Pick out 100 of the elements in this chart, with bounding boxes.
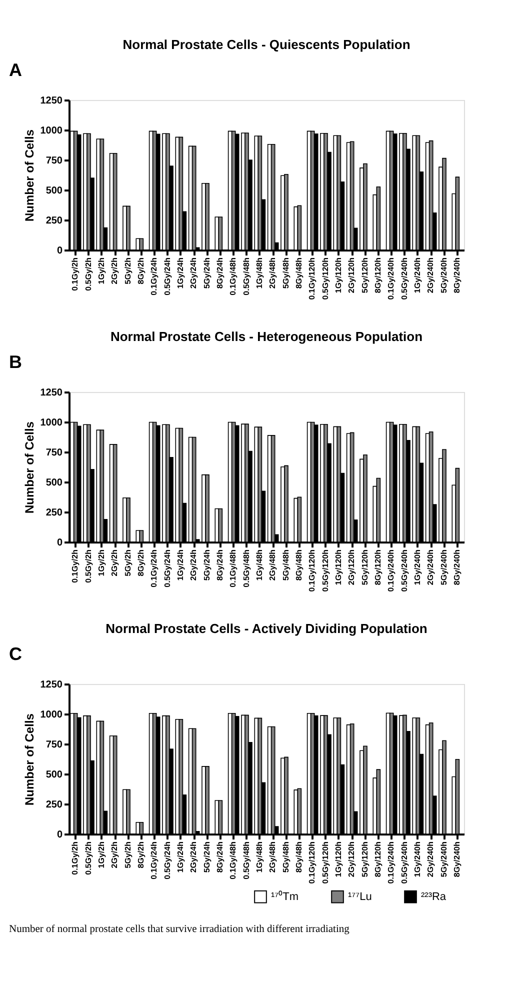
text: B bbox=[9, 352, 22, 372]
chart-title: Normal Prostate Cells - Heterogeneous Population bbox=[110, 329, 423, 344]
x-tick-label: 1Gy/240h bbox=[412, 257, 422, 294]
x-tick-label: 5Gy/48h bbox=[281, 841, 290, 873]
x-tick-label: 8Gy/48h bbox=[294, 549, 304, 581]
x-tick-label: 1Gy/24h bbox=[176, 841, 185, 873]
x-tick-label: 8Gy/48h bbox=[294, 257, 304, 289]
x-tick-label: 8Gy/120h bbox=[373, 257, 382, 294]
y-tick-label: 0 bbox=[56, 538, 63, 548]
x-tick-label: 1Gy/240h bbox=[412, 549, 422, 586]
x-tick-label: 5Gy/240h bbox=[439, 257, 448, 294]
x-tick-label: 2Gy/2h bbox=[110, 257, 120, 284]
x-tick-label: 2Gy/48h bbox=[268, 257, 278, 289]
x-tick-label: 1Gy/48h bbox=[254, 549, 264, 581]
x-tick-label: 0.1Gy/240h bbox=[386, 257, 396, 300]
x-tick-label: 1Gy/24h bbox=[176, 549, 185, 581]
x-tick-label: 5Gy/240h bbox=[439, 841, 448, 878]
x-tick-label: 8Gy/2h bbox=[136, 257, 146, 284]
x-tick-label: 0.5Gy/48h bbox=[242, 257, 251, 296]
x-tick-label: 1Gy/2h bbox=[96, 257, 106, 284]
x-tick-label: 0.5Gy/24h bbox=[162, 549, 172, 588]
x-tick-label: 1Gy/2h bbox=[96, 841, 106, 868]
chart-title: Normal Prostate Cells - Quiescents Population bbox=[122, 37, 410, 52]
x-tick-label: 5Gy/120h bbox=[360, 841, 370, 878]
y-tick-label: 250 bbox=[46, 508, 63, 518]
y-tick-label: 1000 bbox=[40, 418, 63, 428]
y-tick-label: 1250 bbox=[40, 96, 63, 106]
x-tick-label: 0.1Gy/240h bbox=[386, 549, 396, 592]
x-tick-label: 1Gy/48h bbox=[254, 841, 264, 873]
x-tick-label: 2Gy/240h bbox=[426, 841, 436, 878]
x-tick-label: 0.5Gy/120h bbox=[320, 549, 330, 592]
y-tick-label: 1000 bbox=[40, 126, 63, 136]
x-tick-label: 1Gy/120h bbox=[334, 841, 343, 878]
x-tick-label: 2Gy/48h bbox=[268, 549, 278, 581]
legend-label: ¹⁷⁰Tm bbox=[271, 890, 299, 903]
y-tick-label: 500 bbox=[46, 770, 63, 780]
x-tick-label: 0.1Gy/48h bbox=[228, 257, 238, 296]
text: A bbox=[9, 60, 22, 80]
x-tick-label: 5Gy/2h bbox=[123, 549, 132, 576]
x-tick-label: 8Gy/240h bbox=[452, 257, 462, 294]
x-tick-label: 0.5Gy/24h bbox=[162, 257, 172, 296]
x-tick-label: 5Gy/120h bbox=[360, 549, 370, 586]
x-tick-label: 5Gy/24h bbox=[202, 549, 212, 581]
x-tick-label: 0.1Gy/120h bbox=[308, 549, 317, 592]
x-tick-label: 5Gy/48h bbox=[281, 257, 290, 289]
x-tick-label: 0.1Gy/24h bbox=[150, 549, 159, 588]
x-tick-label: 8Gy/240h bbox=[452, 549, 462, 586]
x-tick-label: 0.5Gy/24h bbox=[162, 841, 172, 880]
x-tick-label: 0.5Gy/240h bbox=[400, 549, 409, 592]
x-tick-label: 8Gy/2h bbox=[136, 549, 146, 576]
y-tick-label: 1250 bbox=[40, 388, 63, 398]
x-tick-label: 1Gy/48h bbox=[254, 257, 264, 289]
x-tick-label: 8Gy/24h bbox=[215, 549, 224, 581]
x-tick-label: 2Gy/48h bbox=[268, 841, 278, 873]
x-tick-label: 0.1Gy/120h bbox=[308, 841, 317, 884]
x-tick-label: 0.5Gy/2h bbox=[84, 549, 93, 583]
y-tick-label: 750 bbox=[46, 448, 63, 458]
x-tick-label: 5Gy/2h bbox=[123, 841, 132, 868]
y-tick-label: 0 bbox=[56, 246, 63, 256]
x-tick-label: 2Gy/120h bbox=[347, 549, 356, 586]
legend-label: ¹⁷⁷Lu bbox=[348, 890, 372, 903]
y-axis-title: Number of Cells bbox=[22, 129, 36, 222]
y-tick-label: 0 bbox=[56, 830, 63, 840]
y-tick-label: 750 bbox=[46, 156, 63, 166]
x-tick-label: 0.1Gy/2h bbox=[70, 549, 80, 583]
x-tick-label: 0.5Gy/240h bbox=[400, 841, 409, 884]
x-tick-label: 0.5Gy/2h bbox=[84, 841, 93, 875]
y-tick-label: 500 bbox=[46, 186, 63, 196]
legend-label: ²²³Ra bbox=[421, 890, 447, 903]
x-tick-label: 1Gy/240h bbox=[412, 841, 422, 878]
x-tick-label: 2Gy/2h bbox=[110, 549, 120, 576]
x-tick-label: 0.1Gy/120h bbox=[308, 257, 317, 300]
x-tick-label: 2Gy/240h bbox=[426, 549, 436, 586]
x-tick-label: 8Gy/24h bbox=[215, 257, 224, 289]
x-tick-label: 0.5Gy/120h bbox=[320, 841, 330, 884]
x-tick-label: 1Gy/24h bbox=[176, 257, 185, 289]
x-tick-label: 8Gy/48h bbox=[294, 841, 304, 873]
x-tick-label: 5Gy/2h bbox=[123, 257, 132, 284]
chart-title: Normal Prostate Cells - Actively Dividing Population bbox=[106, 621, 428, 636]
y-tick-label: 750 bbox=[46, 740, 63, 750]
x-tick-label: 2Gy/240h bbox=[426, 257, 436, 294]
x-tick-label: 8Gy/2h bbox=[136, 841, 146, 868]
x-tick-label: 0.1Gy/24h bbox=[150, 257, 159, 296]
x-tick-label: 0.1Gy/2h bbox=[70, 841, 80, 875]
x-tick-label: 1Gy/120h bbox=[334, 257, 343, 294]
x-tick-label: 0.5Gy/48h bbox=[242, 841, 251, 880]
x-tick-label: 8Gy/24h bbox=[215, 841, 224, 873]
x-tick-label: 8Gy/120h bbox=[373, 841, 382, 878]
y-tick-label: 250 bbox=[46, 800, 63, 810]
y-tick-label: 1250 bbox=[40, 680, 63, 690]
x-tick-label: 0.1Gy/240h bbox=[386, 841, 396, 884]
x-tick-label: 5Gy/24h bbox=[202, 841, 212, 873]
x-tick-label: 2Gy/24h bbox=[189, 257, 198, 289]
x-tick-label: 8Gy/120h bbox=[373, 549, 382, 586]
y-tick-label: 500 bbox=[46, 478, 63, 488]
x-tick-label: 5Gy/240h bbox=[439, 549, 448, 586]
y-axis-title: Number of Cells bbox=[22, 713, 36, 806]
x-tick-label: 8Gy/240h bbox=[452, 841, 462, 878]
x-tick-label: 0.5Gy/240h bbox=[400, 257, 409, 300]
y-tick-label: 1000 bbox=[40, 710, 63, 720]
